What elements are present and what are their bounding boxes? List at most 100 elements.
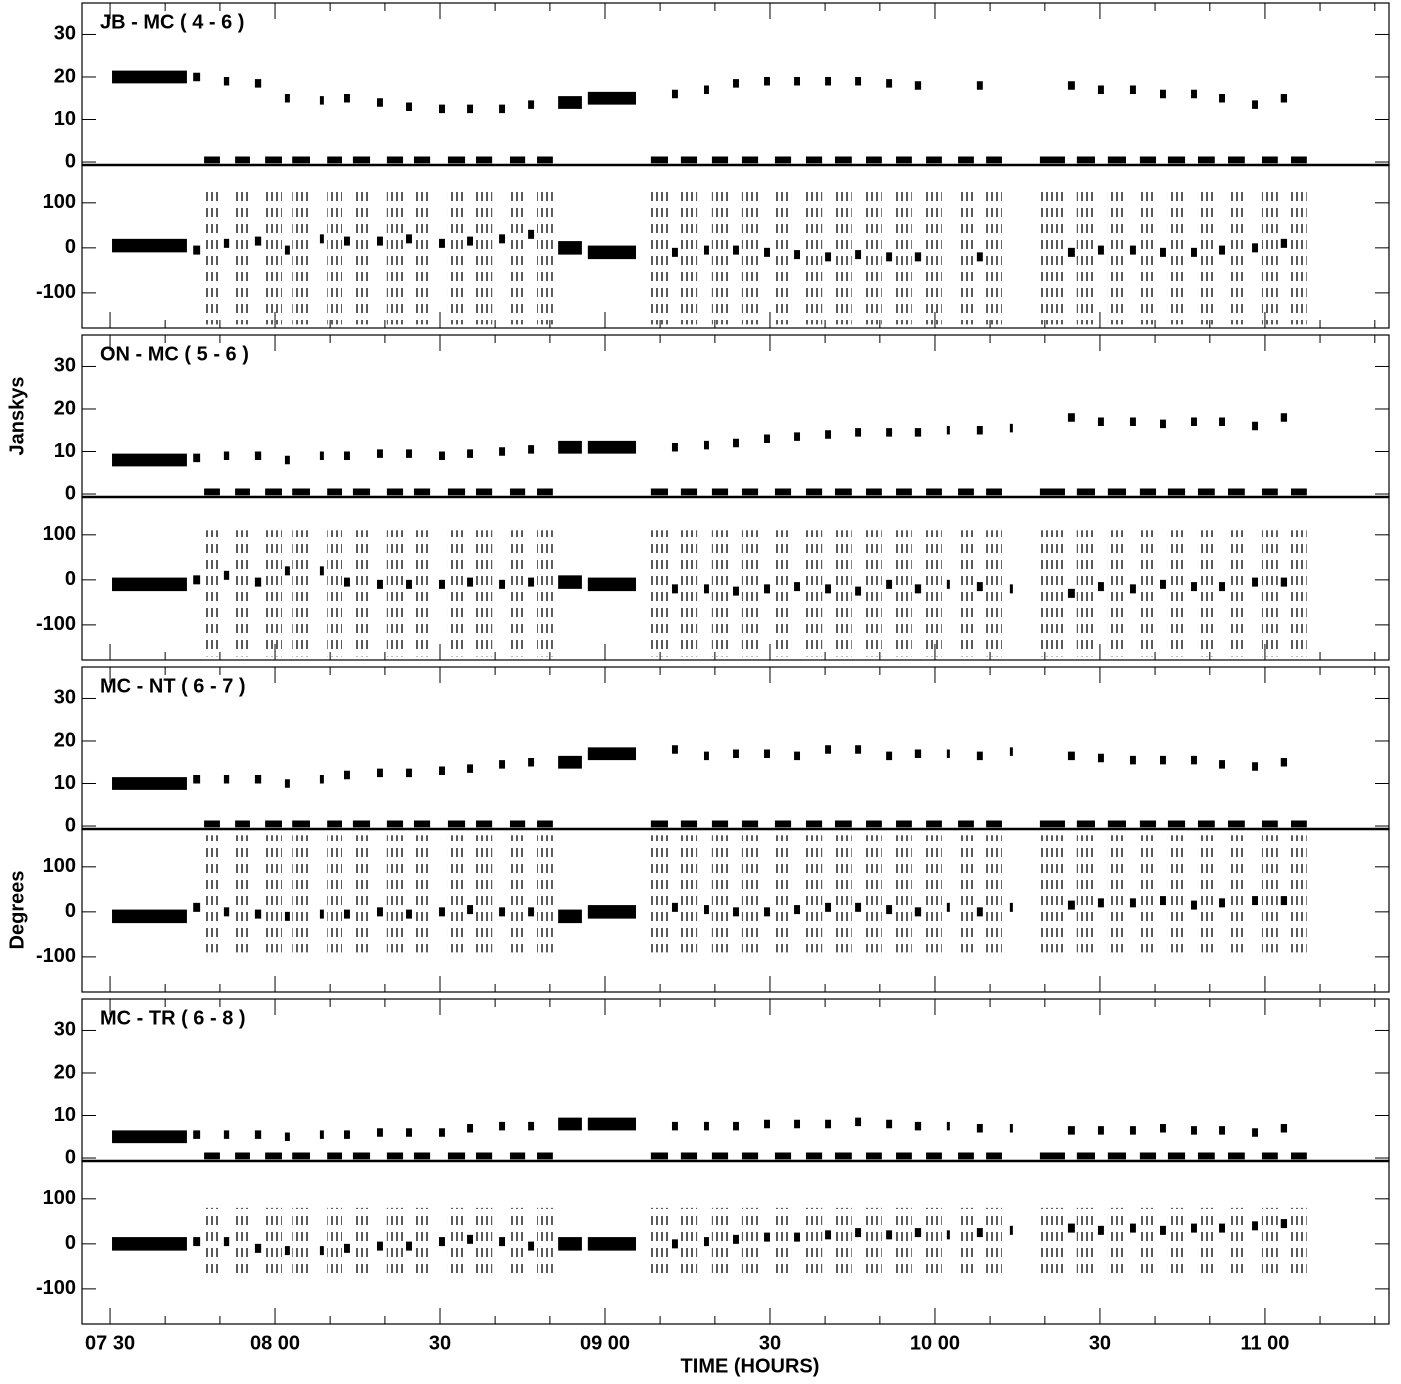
scan-data (855, 250, 862, 260)
scan-data (1039, 820, 1065, 828)
scan-data (528, 907, 535, 917)
scan-data (352, 820, 371, 828)
scan-data (406, 1241, 412, 1251)
scan-data (284, 1132, 290, 1142)
scan-data (886, 252, 893, 262)
phase-scatter (292, 1207, 311, 1280)
scan-data (1280, 1124, 1288, 1133)
phase-scatter (741, 189, 759, 325)
scan-data (1129, 1223, 1136, 1233)
scan-data (1227, 156, 1245, 164)
scan-data (439, 1237, 445, 1247)
phase-scatter (509, 530, 526, 657)
scan-data (499, 234, 506, 244)
scan-data (193, 245, 201, 255)
scan-data (976, 81, 983, 90)
phase-scatter (352, 835, 371, 953)
scan-data (986, 156, 1002, 164)
scan-data (825, 430, 832, 439)
scan-data (1252, 1128, 1259, 1137)
scan-data (1039, 156, 1065, 164)
scan-data (1129, 755, 1136, 765)
scan-data (587, 245, 637, 260)
scan-data (439, 579, 445, 589)
scan-data (1197, 820, 1215, 828)
scan-data (528, 229, 535, 239)
phase-scatter (805, 1207, 823, 1280)
scan-data (671, 745, 678, 754)
scan-data (1160, 1225, 1166, 1235)
scan-data (1219, 93, 1226, 103)
scan-data (112, 909, 187, 924)
phase-scatter (509, 835, 526, 953)
phase-scatter (509, 189, 526, 325)
scan-data (537, 1152, 553, 1160)
phase-scatter (866, 1207, 882, 1280)
scan-data (825, 76, 832, 86)
phase-scatter (1261, 1207, 1278, 1280)
scan-data (764, 76, 770, 86)
scan-data (958, 156, 974, 164)
phase-scatter (265, 835, 282, 953)
phase-scatter (1197, 1207, 1215, 1280)
phase-scatter (834, 189, 852, 325)
scan-data (1261, 488, 1278, 496)
scan-data (1261, 156, 1278, 164)
scan-data (1067, 900, 1075, 910)
scan-data (406, 768, 412, 778)
scan-data (254, 775, 262, 784)
scan-data (352, 156, 371, 164)
scan-data (112, 1130, 187, 1144)
y-tick-label: 10 (54, 108, 76, 130)
phase-scatter (1039, 189, 1065, 325)
scan-data (914, 1121, 922, 1131)
panel-title: MC - NT ( 6 - 7 ) (100, 675, 246, 697)
scan-data (223, 775, 230, 784)
scan-data (886, 1230, 893, 1240)
scan-data (413, 156, 431, 164)
scan-data (475, 820, 493, 828)
scan-data (292, 820, 311, 828)
scan-data (1197, 1152, 1215, 1160)
scan-data (509, 156, 526, 164)
scan-data (1097, 245, 1104, 255)
phase-scatter (204, 835, 220, 953)
phase-scatter (650, 1207, 669, 1280)
scan-data (1160, 247, 1166, 257)
scan-data (292, 488, 311, 496)
scan-data (1129, 584, 1136, 594)
scan-data (976, 252, 983, 262)
phase-scatter (447, 1207, 466, 1280)
phase-scatter (986, 1207, 1002, 1280)
scan-data (343, 909, 350, 919)
scan-data (926, 1152, 942, 1160)
scan-data (254, 236, 262, 246)
scan-data (1280, 577, 1288, 587)
scan-data (825, 252, 832, 262)
scan-data (475, 488, 493, 496)
y2-tick-label: 0 (65, 900, 76, 922)
scan-data (587, 905, 637, 919)
scan-data (914, 1228, 922, 1238)
scan-data (886, 1119, 893, 1129)
scan-data (896, 1152, 912, 1160)
scan-data (914, 252, 922, 262)
phase-scatter (805, 189, 823, 325)
phase-scatter (235, 530, 250, 657)
phase-scatter (774, 189, 792, 325)
phase-scatter (711, 1207, 729, 1280)
phase-scatter (1107, 189, 1127, 325)
scan-data (1107, 820, 1127, 828)
scan-data (223, 907, 230, 917)
scan-data (1191, 582, 1197, 592)
scan-data (946, 749, 950, 758)
scan-data (112, 70, 187, 84)
phase-scatter (711, 835, 729, 953)
scan-data (327, 488, 343, 496)
phase-scatter (896, 189, 912, 325)
scan-data (509, 488, 526, 496)
y2-tick-label: 100 (43, 191, 76, 213)
phase-scatter (327, 189, 343, 325)
phase-marks (112, 835, 1307, 953)
y2-tick-label: 100 (43, 523, 76, 545)
